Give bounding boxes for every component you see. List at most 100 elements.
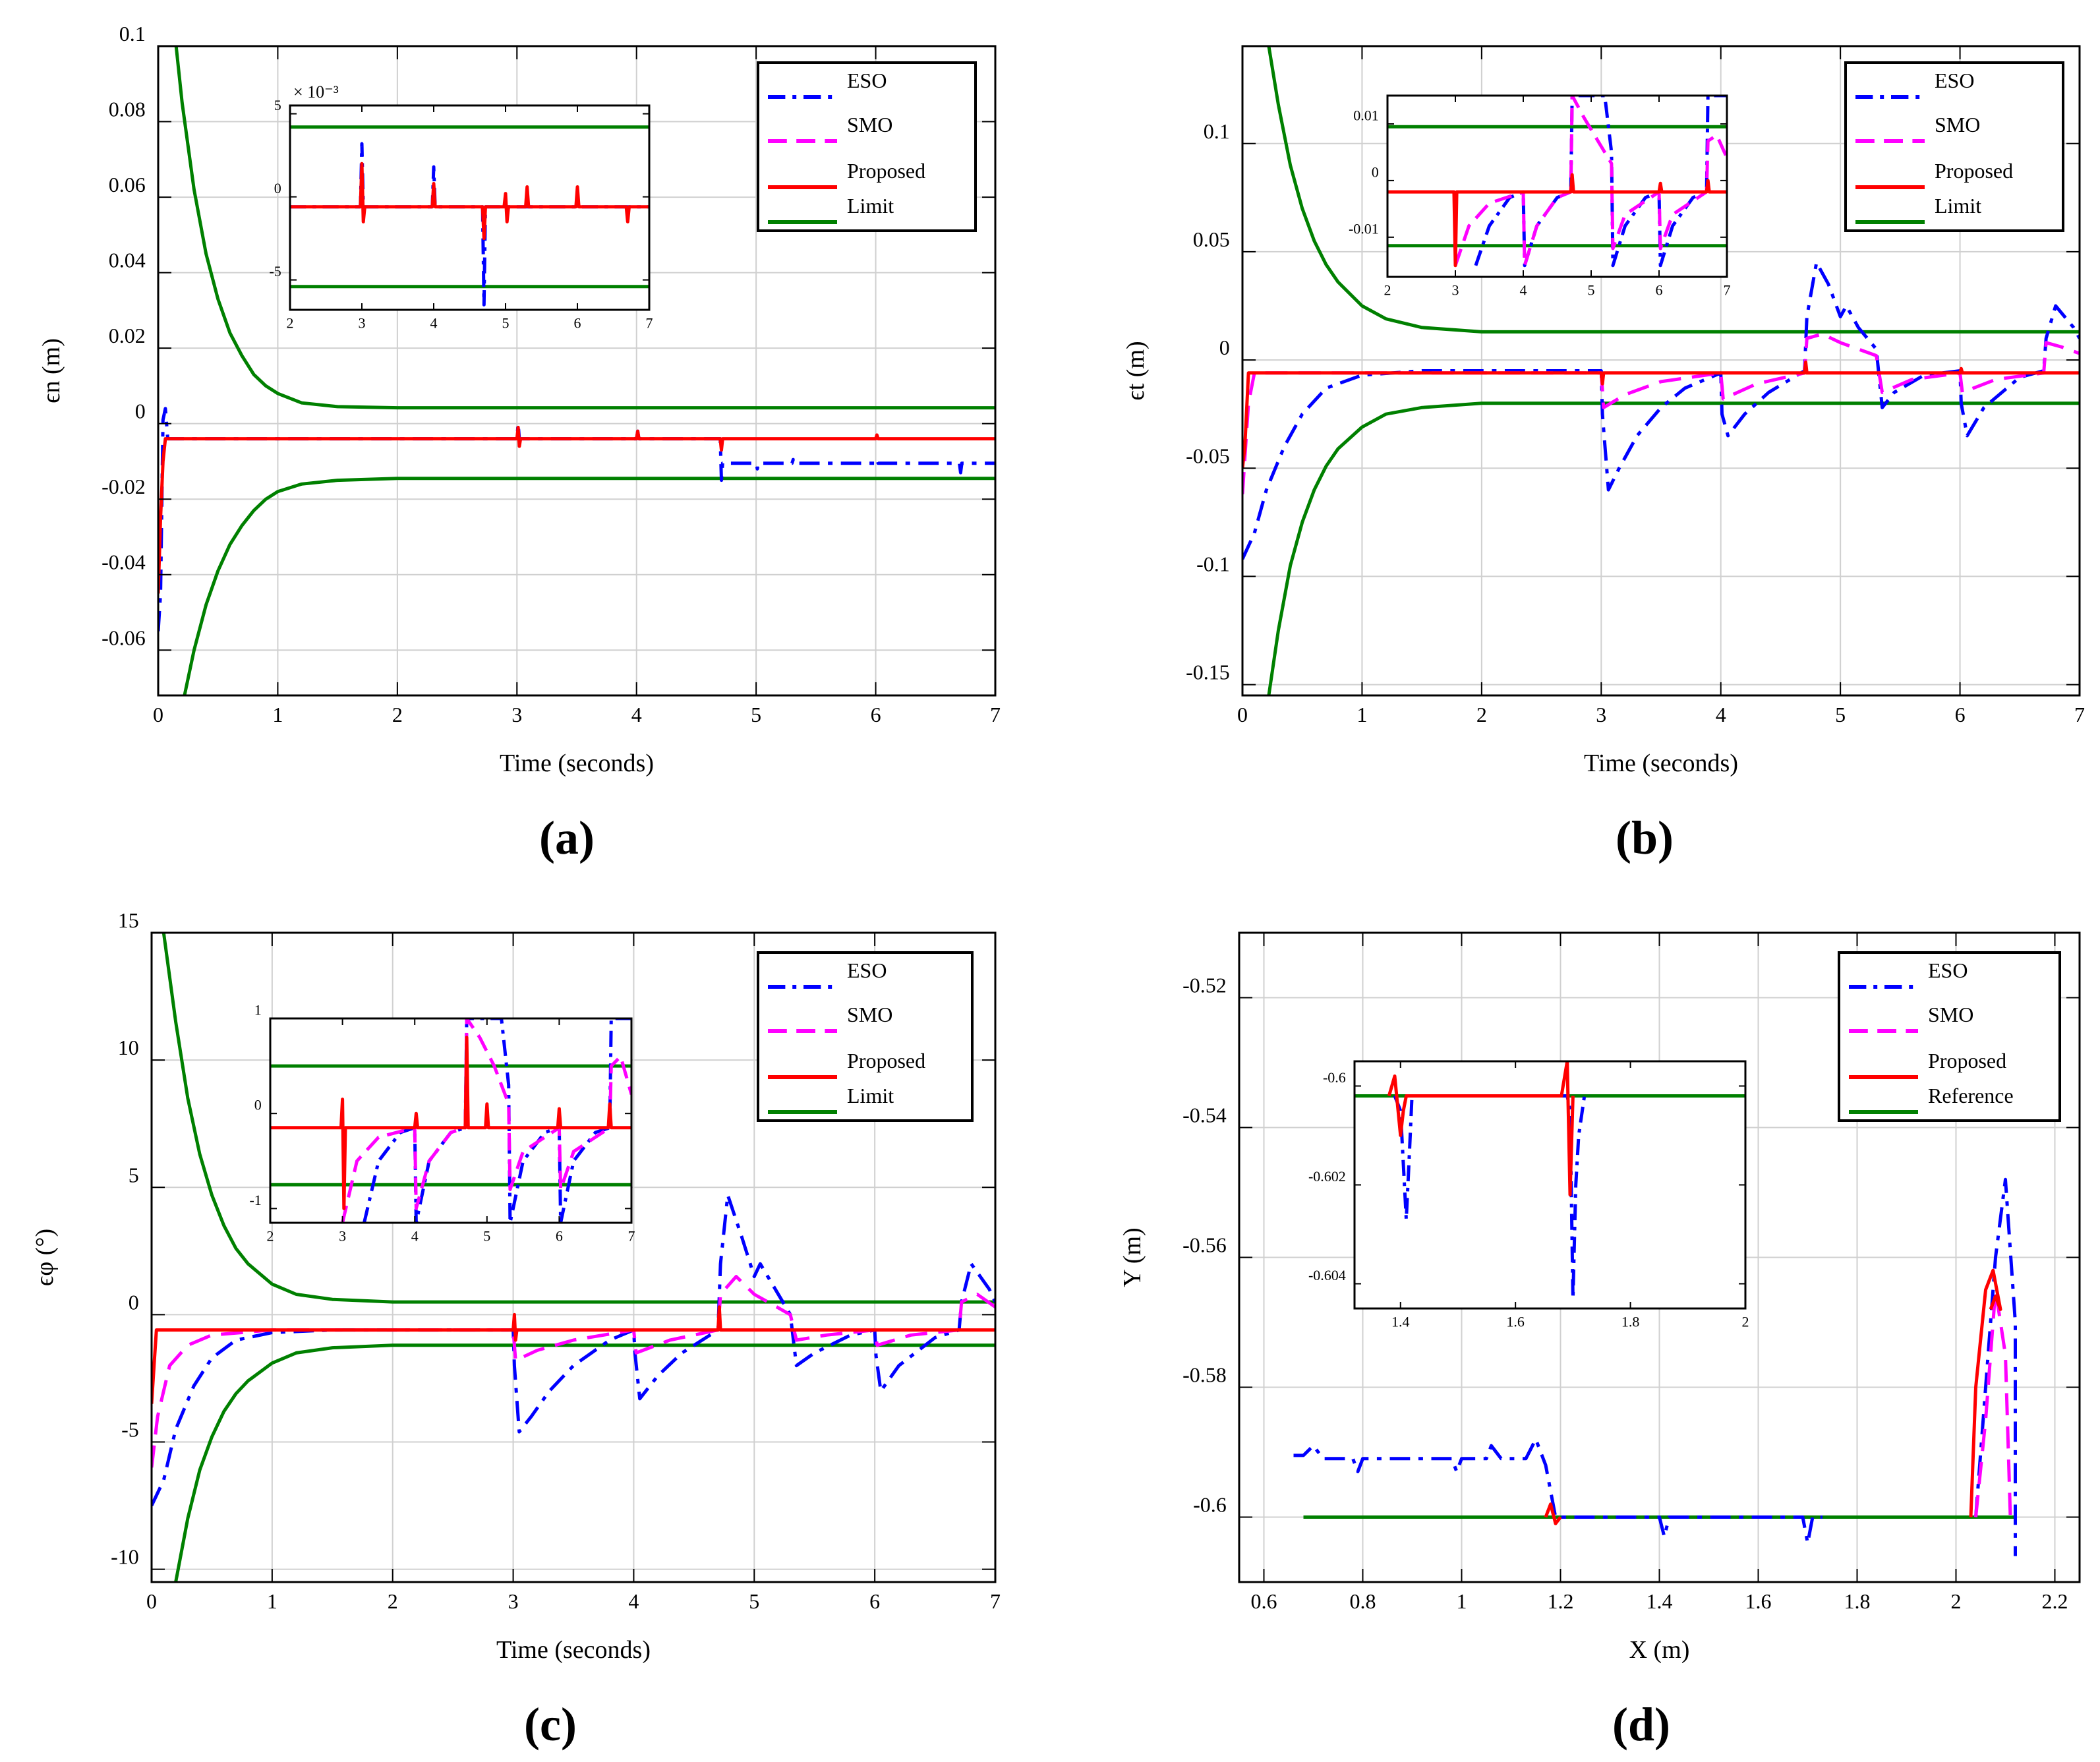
legend-label-proposed: Proposed bbox=[1928, 1049, 2006, 1072]
y-tick-label: -0.52 bbox=[1182, 974, 1227, 997]
legend-label-smo: SMO bbox=[1928, 1003, 1973, 1026]
x-tick-label: 2.2 bbox=[2042, 1589, 2068, 1613]
inset-y-tick-label: -0.602 bbox=[1308, 1168, 1346, 1185]
x-tick-label: 4 bbox=[628, 1589, 639, 1613]
series-eso bbox=[1293, 1437, 1823, 1545]
inset-x-tick-label: 5 bbox=[502, 315, 510, 332]
series-proposed bbox=[1544, 1502, 1562, 1525]
legend-box bbox=[1838, 951, 2061, 1122]
inset-x-tick-label: 7 bbox=[628, 1228, 635, 1245]
inset-series-smo bbox=[341, 1018, 631, 1223]
inset-y-tick-label: -0.604 bbox=[1308, 1267, 1346, 1283]
series-limit bbox=[183, 477, 995, 695]
inset-axes-frame bbox=[1386, 94, 1728, 278]
panel-label: (a) bbox=[539, 811, 595, 864]
legend-label-smo: SMO bbox=[847, 113, 892, 136]
y-tick-label: 0 bbox=[135, 399, 146, 423]
x-tick-label: 7 bbox=[2074, 703, 2085, 726]
y-tick-label: 15 bbox=[118, 908, 139, 932]
legend-box bbox=[757, 951, 974, 1122]
inset-x-tick-label: 6 bbox=[1656, 282, 1663, 299]
inset-x-tick-label: 1.6 bbox=[1506, 1314, 1525, 1330]
inset-series-eso bbox=[1393, 1094, 1590, 1301]
x-tick-label: 1 bbox=[1457, 1589, 1467, 1613]
legend-label-smo: SMO bbox=[1935, 113, 1980, 136]
inset-series-group bbox=[1355, 1061, 1745, 1301]
y-tick-label: -0.6 bbox=[1193, 1493, 1227, 1517]
inset-x-tick-label: 3 bbox=[339, 1228, 346, 1245]
y-tick-label: -0.56 bbox=[1182, 1233, 1227, 1257]
series-limit bbox=[1267, 401, 2080, 695]
inset-axes-frame bbox=[289, 104, 651, 311]
axes-frame bbox=[1241, 45, 2081, 697]
series-limit bbox=[161, 933, 995, 1304]
inset-plot-area bbox=[1387, 96, 1727, 277]
x-tick-label: 2 bbox=[1951, 1589, 1962, 1613]
inset-x-tick-label: 7 bbox=[646, 315, 653, 332]
legend-label-eso: ESO bbox=[1935, 69, 1974, 92]
x-tick-label: 5 bbox=[749, 1589, 759, 1613]
inset-x-tick-label: 1.4 bbox=[1391, 1314, 1410, 1330]
x-tick-label: 4 bbox=[631, 703, 642, 726]
inset-plot-area bbox=[1355, 1061, 1745, 1308]
series-eso bbox=[1974, 1177, 2017, 1556]
y-axis-label: ϵn (m) bbox=[38, 338, 65, 403]
axes-frame bbox=[150, 931, 997, 1583]
x-tick-label: 0.6 bbox=[1251, 1589, 1277, 1613]
inset-series-proposed bbox=[1387, 1061, 1575, 1196]
inset-y-tick-label: -5 bbox=[269, 263, 281, 279]
series-group bbox=[158, 46, 995, 695]
inset-y-tick-label: 0 bbox=[254, 1097, 262, 1113]
inset-x-tick-label: 6 bbox=[556, 1228, 563, 1245]
legend-box bbox=[1844, 61, 2064, 232]
x-axis-label: X (m) bbox=[1629, 1636, 1690, 1664]
series-proposed bbox=[158, 425, 995, 594]
x-tick-label: 5 bbox=[751, 703, 761, 726]
panel-a: 0 1 2 3 4 5 6 7 -0.06 -0.04 -0.02 0 0.02 0.04 0.06 0.08… bbox=[38, 22, 1001, 864]
series-smo bbox=[152, 1275, 995, 1468]
legend-label-eso: ESO bbox=[1928, 958, 1968, 982]
series-proposed bbox=[1969, 1268, 2002, 1517]
x-tick-label: 3 bbox=[511, 703, 522, 726]
x-tick-label: 5 bbox=[1835, 703, 1846, 726]
inset-exponent-label: × 10⁻³ bbox=[293, 82, 339, 102]
x-tick-label: 6 bbox=[1955, 703, 1966, 726]
legend-label-smo: SMO bbox=[847, 1003, 892, 1026]
inset-y-tick-label: 0.01 bbox=[1353, 107, 1379, 123]
x-tick-label: 1.4 bbox=[1647, 1589, 1673, 1613]
x-tick-label: 0 bbox=[146, 1589, 157, 1613]
inset-x-tick-label: 1.8 bbox=[1621, 1314, 1640, 1330]
x-tick-label: 2 bbox=[392, 703, 403, 726]
panel-b: 0 1 2 3 4 5 6 7 -0.15 -0.1 -0.05 0 0.05 0.1 Time (seco… bbox=[1122, 45, 2085, 864]
x-tick-label: 2 bbox=[388, 1589, 398, 1613]
y-tick-label: 5 bbox=[129, 1163, 139, 1187]
y-tick-label: -0.06 bbox=[102, 626, 146, 649]
legend-box bbox=[757, 61, 977, 232]
y-tick-label: 0.02 bbox=[109, 324, 146, 347]
panel-label: (d) bbox=[1612, 1698, 1670, 1751]
y-tick-label: -10 bbox=[111, 1545, 139, 1569]
y-tick-label: 0.05 bbox=[1193, 227, 1230, 251]
inset-x-tick-label: 2 bbox=[1742, 1314, 1749, 1330]
legend-label-proposed: Proposed bbox=[847, 1049, 925, 1072]
panel-d: 0.6 0.8 1 1.2 1.4 1.6 1.8 2 2.2 -0.6 -0.58 -0.56 -0.… bbox=[1119, 931, 2081, 1751]
inset-series-proposed bbox=[290, 162, 649, 241]
inset-y-tick-label: 0 bbox=[1372, 163, 1379, 180]
legend-label-limit: Limit bbox=[1935, 194, 1981, 218]
inset-x-tick-label: 4 bbox=[1520, 282, 1527, 299]
x-tick-label: 1 bbox=[1356, 703, 1367, 726]
y-tick-label: -0.1 bbox=[1196, 552, 1230, 575]
inset-y-tick-label: 1 bbox=[254, 1002, 262, 1018]
inset-plot-area bbox=[270, 1018, 631, 1223]
inset-x-tick-label: 4 bbox=[430, 315, 438, 332]
inset-x-tick-label: 2 bbox=[287, 315, 294, 332]
y-tick-label: -0.02 bbox=[102, 475, 146, 498]
inset-y-tick-label: -1 bbox=[249, 1192, 261, 1208]
series-proposed bbox=[1242, 360, 2080, 469]
y-tick-label: 0 bbox=[129, 1290, 139, 1314]
inset-c: 2 3 4 5 6 7 -1 0 1 bbox=[249, 1002, 635, 1245]
y-tick-label: -0.15 bbox=[1186, 661, 1230, 684]
legend-label-eso: ESO bbox=[847, 69, 887, 92]
x-axis-label: Time (seconds) bbox=[496, 1636, 651, 1664]
